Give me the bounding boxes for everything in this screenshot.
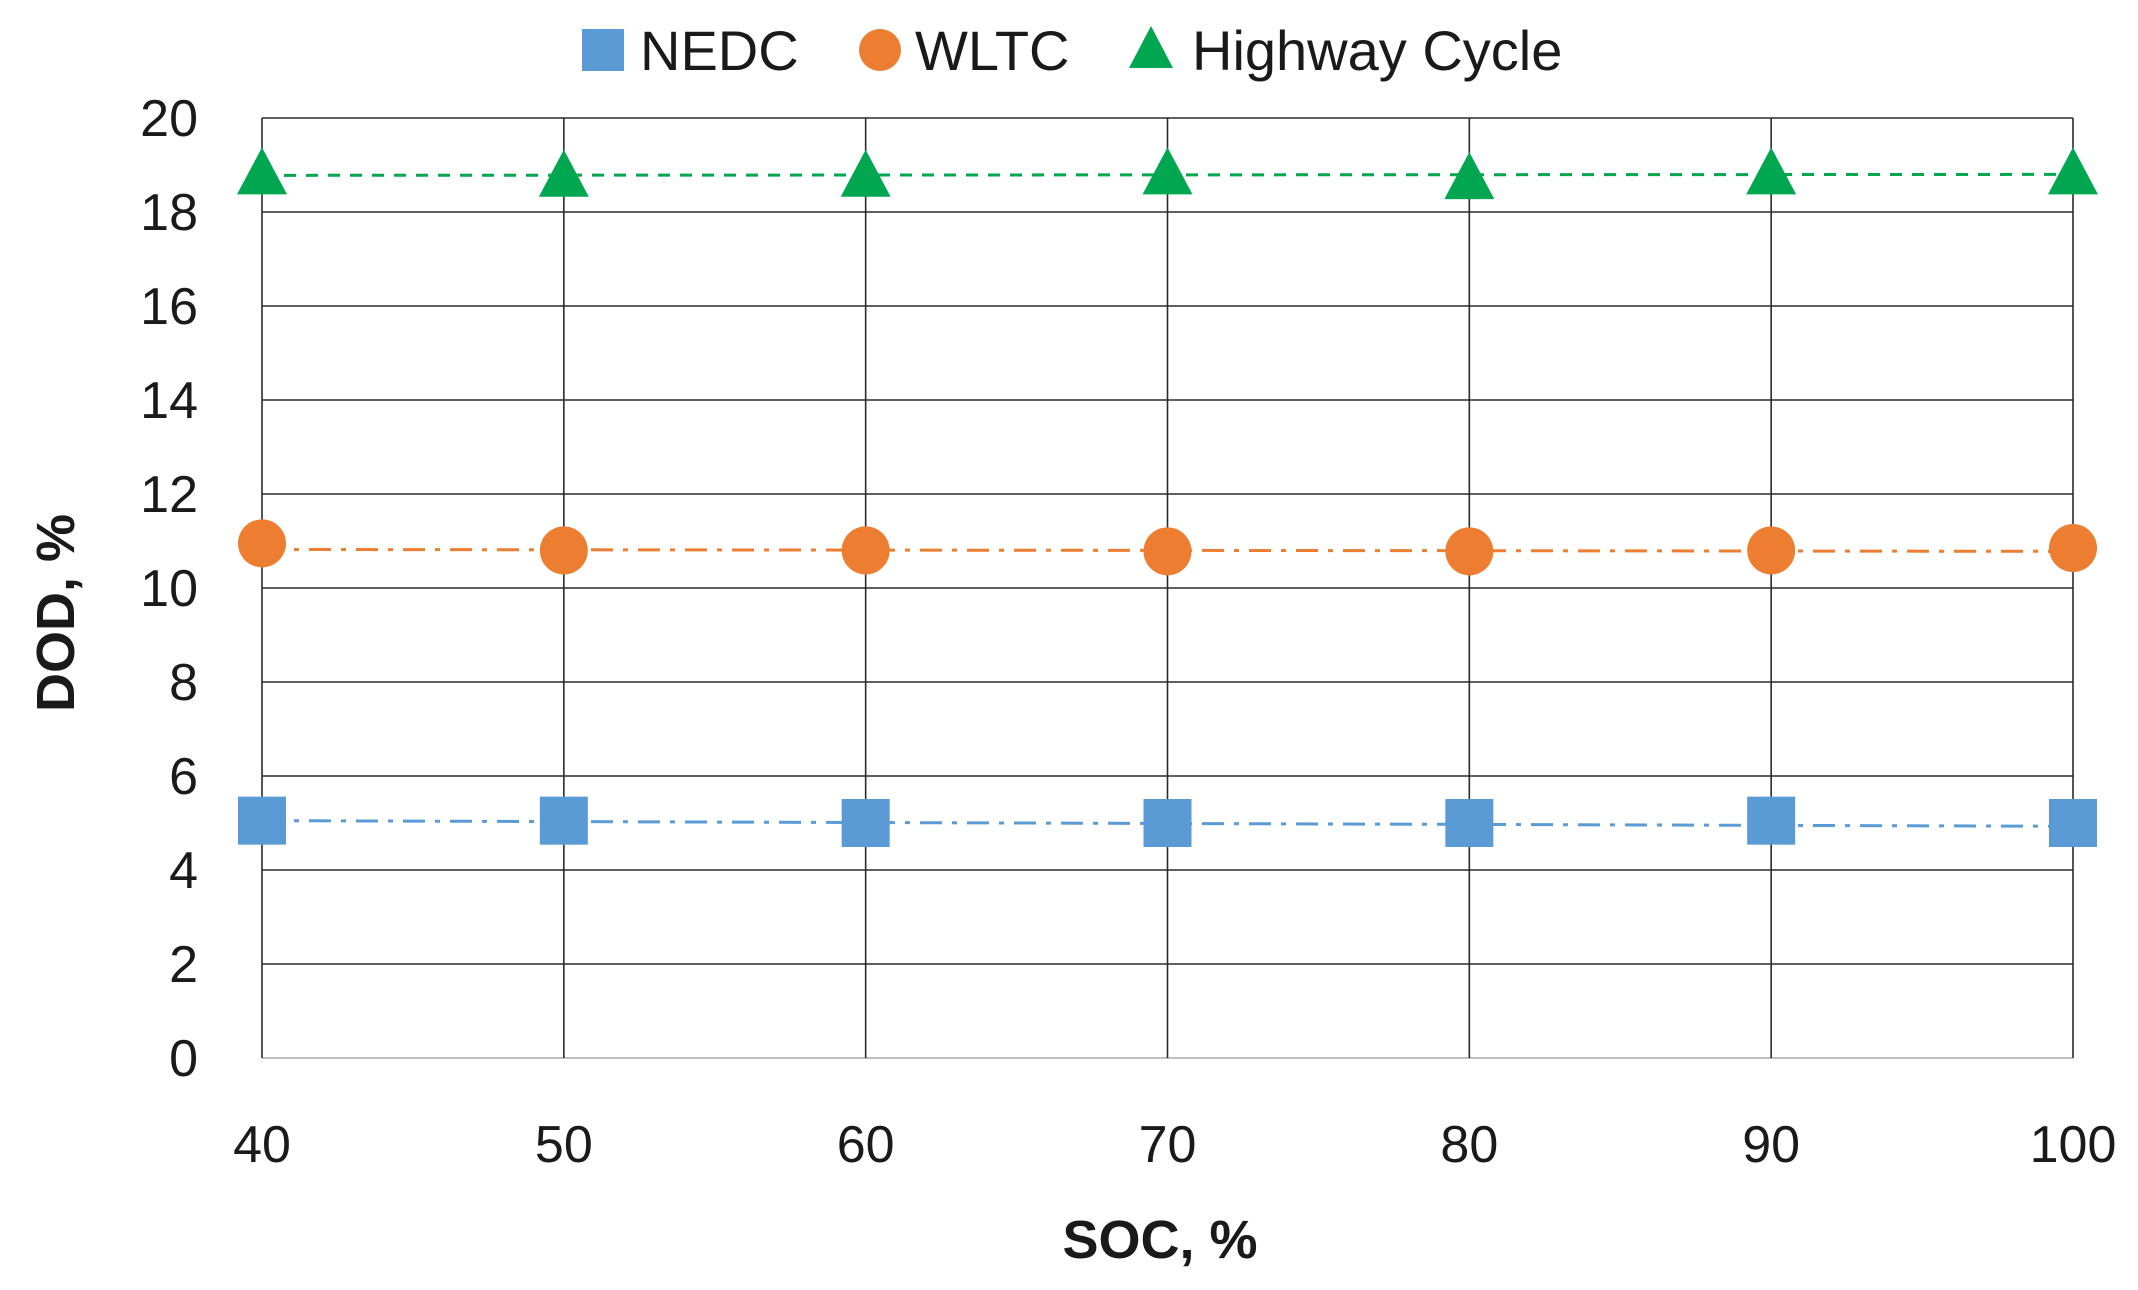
- y-tick-label: 12: [140, 466, 198, 524]
- x-tick-label: 100: [2030, 1116, 2117, 1174]
- x-tick-label: 80: [1440, 1116, 1498, 1174]
- y-axis-title: DOD, %: [26, 514, 86, 712]
- data-point-wltc: [2049, 524, 2097, 573]
- data-markers: [237, 147, 2098, 847]
- data-point-highway-cycle: [538, 149, 589, 197]
- data-point-nedc: [238, 796, 286, 845]
- y-tick-label: 18: [140, 184, 198, 242]
- data-point-nedc: [1445, 799, 1494, 847]
- x-tick-label: 60: [837, 1116, 895, 1174]
- data-point-wltc: [238, 519, 286, 568]
- legend-marker-highway-cycle: [1129, 26, 1173, 68]
- data-point-wltc: [1143, 527, 1192, 576]
- y-tick-label: 16: [140, 278, 198, 336]
- x-axis-ticks: 40 50 60 70 80 90 100: [233, 1116, 2116, 1174]
- data-point-highway-cycle: [1746, 147, 1797, 195]
- y-tick-label: 2: [169, 936, 198, 994]
- y-tick-label: 4: [169, 842, 198, 900]
- data-point-wltc: [1445, 527, 1494, 576]
- y-tick-label: 0: [169, 1030, 198, 1088]
- data-point-highway-cycle: [237, 147, 287, 195]
- y-tick-label: 8: [169, 654, 198, 712]
- x-tick-label: 70: [1139, 1116, 1197, 1174]
- y-tick-label: 10: [140, 560, 198, 618]
- data-point-wltc: [841, 526, 890, 575]
- data-point-wltc: [1747, 526, 1796, 575]
- data-point-nedc: [1143, 799, 1192, 847]
- data-point-nedc: [539, 796, 588, 845]
- legend: NEDC WLTC Highway Cycle: [582, 19, 1562, 82]
- data-point-nedc: [1747, 796, 1796, 845]
- legend-label-nedc: NEDC: [640, 19, 799, 82]
- data-point-highway-cycle: [1142, 147, 1193, 195]
- x-tick-label: 50: [535, 1116, 593, 1174]
- y-tick-label: 6: [169, 748, 198, 806]
- data-point-nedc: [841, 799, 890, 847]
- data-point-highway-cycle: [2048, 147, 2098, 195]
- legend-marker-nedc: [582, 29, 624, 71]
- x-axis-title: SOC, %: [1062, 1210, 1257, 1270]
- legend-marker-wltc: [859, 29, 901, 71]
- data-point-highway-cycle: [840, 149, 891, 197]
- legend-label-wltc: WLTC: [915, 19, 1070, 82]
- x-tick-label: 90: [1742, 1116, 1800, 1174]
- legend-label-highway-cycle: Highway Cycle: [1192, 19, 1562, 82]
- y-axis-ticks: 0 2 4 6 8 10 12 14 16 18 20: [140, 90, 198, 1088]
- y-tick-label: 14: [140, 372, 198, 430]
- data-point-highway-cycle: [1444, 152, 1495, 200]
- data-point-wltc: [539, 526, 588, 575]
- x-tick-label: 40: [233, 1116, 291, 1174]
- grid: [261, 117, 2074, 1059]
- data-point-nedc: [2049, 799, 2097, 847]
- y-tick-label: 20: [140, 90, 198, 148]
